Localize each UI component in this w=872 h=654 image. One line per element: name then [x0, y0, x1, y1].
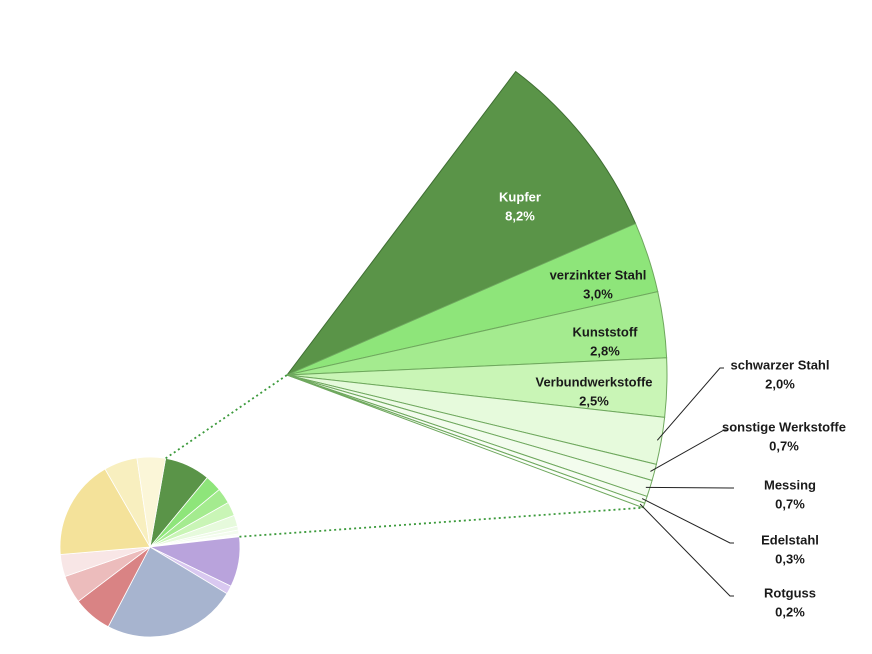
leader-line [639, 503, 734, 597]
value-label: 8,2% [505, 208, 535, 223]
slice-label: Kunststoff [573, 324, 639, 339]
leader-line [650, 429, 728, 472]
value-label: 0,7% [769, 438, 799, 453]
detail-slice [285, 70, 637, 377]
value-label: 0,7% [775, 496, 805, 511]
connector-line [239, 506, 644, 538]
value-label: 0,2% [775, 604, 805, 619]
leader-line [641, 498, 734, 544]
slice-label: verzinkter Stahl [550, 267, 647, 282]
leader-line [645, 486, 734, 489]
value-label: 2,0% [765, 376, 795, 391]
slice-label: Edelstahl [761, 532, 819, 547]
value-label: 0,3% [775, 551, 805, 566]
pie-slice [59, 468, 151, 555]
connector-line [165, 374, 288, 460]
slice-label: Rotguss [764, 585, 816, 600]
leader-line [656, 367, 724, 441]
slice-label: Verbundwerkstoffe [535, 374, 652, 389]
slice-label: Messing [764, 477, 816, 492]
pie-slice [136, 456, 167, 548]
value-label: 2,5% [579, 393, 609, 408]
slice-label: schwarzer Stahl [731, 357, 830, 372]
slice-label: Kupfer [499, 189, 541, 204]
pie-slice [107, 546, 228, 638]
value-label: 3,0% [583, 286, 613, 301]
value-label: 2,8% [590, 343, 620, 358]
slice-label: sonstige Werkstoffe [722, 419, 846, 434]
